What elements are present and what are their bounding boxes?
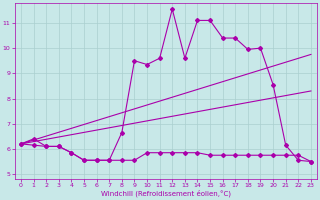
X-axis label: Windchill (Refroidissement éolien,°C): Windchill (Refroidissement éolien,°C) bbox=[101, 190, 231, 197]
